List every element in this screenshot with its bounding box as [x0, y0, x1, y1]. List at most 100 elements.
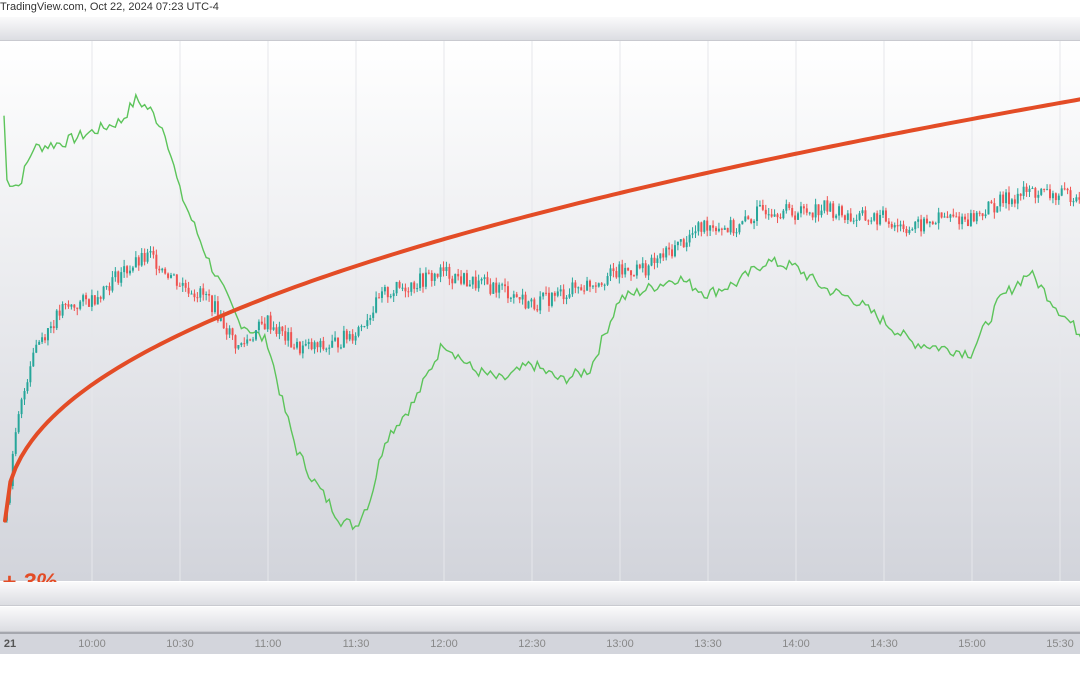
candle-body [334, 337, 337, 341]
candle-body [454, 273, 457, 284]
candle-body [1022, 186, 1025, 196]
candle-body [328, 347, 331, 349]
candle-body [342, 330, 345, 348]
candle-body [345, 330, 348, 340]
candle-body [720, 228, 723, 230]
candle-body [366, 320, 369, 327]
candle-body [1007, 192, 1010, 205]
candle-body [808, 212, 811, 214]
candle-body [738, 224, 741, 233]
candle-body [917, 219, 920, 222]
candle-body [817, 204, 820, 216]
candle-body [908, 229, 911, 234]
candle-body [618, 264, 621, 278]
candle-body [879, 214, 882, 225]
candle-body [70, 304, 73, 307]
candle-body [67, 304, 70, 307]
candle-body [870, 220, 873, 222]
candle-body [506, 286, 509, 299]
candle-body [187, 287, 190, 294]
candle-body [360, 326, 363, 328]
candle-body [530, 299, 533, 302]
candle-body [779, 217, 782, 219]
candle-body [152, 250, 155, 255]
candle-body [433, 273, 436, 281]
candle-body [199, 288, 202, 298]
candle-body [706, 220, 709, 231]
candle-body [14, 432, 17, 454]
candle-body [254, 330, 257, 340]
candle-body [20, 399, 23, 415]
candle-body [647, 265, 650, 276]
candle-body [1031, 188, 1034, 190]
candle-body [111, 277, 114, 291]
candle-body [351, 334, 354, 341]
candle-body [843, 215, 846, 220]
candle-body [609, 268, 612, 277]
candle-body [1037, 194, 1040, 198]
candle-body [685, 242, 688, 248]
candle-body [893, 225, 896, 228]
candle-body [712, 225, 715, 228]
candle-body [421, 273, 424, 287]
candle-body [216, 301, 219, 321]
candle-body [656, 258, 659, 264]
candle-body [518, 297, 521, 300]
candle-body [802, 206, 805, 209]
candle-body [668, 247, 671, 250]
candle-body [316, 342, 319, 348]
candle-body [266, 315, 269, 330]
chart-plot[interactable]: + 3% [0, 41, 1080, 596]
candle-body [509, 297, 512, 299]
candle-body [1028, 188, 1031, 192]
candle-body [574, 282, 577, 288]
candle-body [1060, 188, 1063, 196]
candle-body [175, 274, 178, 286]
candle-body [577, 287, 580, 289]
candle-body [717, 228, 720, 232]
candle-body [1005, 192, 1008, 204]
candle-body [981, 213, 984, 217]
candle-body [867, 220, 870, 222]
candle-body [521, 294, 524, 300]
candle-body [140, 253, 143, 266]
candle-body [102, 286, 105, 299]
candle-body [468, 284, 471, 287]
candle-body [829, 203, 832, 212]
candle-body [644, 263, 647, 276]
candle-body [861, 210, 864, 214]
candle-body [73, 304, 76, 308]
candle-body [709, 225, 712, 231]
green-line-series [3, 92, 1080, 531]
candle-body [246, 339, 249, 344]
candle-body [82, 295, 85, 302]
candle-body [964, 216, 967, 220]
candle-body [934, 223, 937, 225]
x-tick-label: 10:30 [166, 638, 194, 650]
candle-body [767, 214, 770, 216]
candle-body [55, 310, 58, 329]
candle-body [64, 304, 67, 306]
time-axis[interactable]: 21 10:00 10:30 11:00 11:30 12:00 12:30 13:00 13:… [0, 632, 1080, 654]
candle-body [594, 285, 597, 287]
candle-body [943, 216, 946, 218]
candle-body [987, 201, 990, 215]
candle-body [972, 213, 975, 222]
candle-body [375, 297, 378, 313]
candle-body [1051, 193, 1054, 199]
candle-body [23, 391, 26, 400]
candle-body [492, 282, 495, 294]
candle-body [571, 282, 574, 295]
candle-body [852, 220, 855, 222]
candle-body [240, 343, 243, 346]
candle-body [1040, 188, 1043, 195]
candle-body [1049, 189, 1052, 199]
candle-body [996, 206, 999, 213]
candle-body [823, 200, 826, 211]
candle-body [855, 219, 858, 221]
candle-body [814, 204, 817, 218]
candle-body [275, 327, 278, 334]
candle-body [278, 326, 281, 334]
candle-body [1010, 199, 1013, 205]
candle-body [914, 221, 917, 230]
